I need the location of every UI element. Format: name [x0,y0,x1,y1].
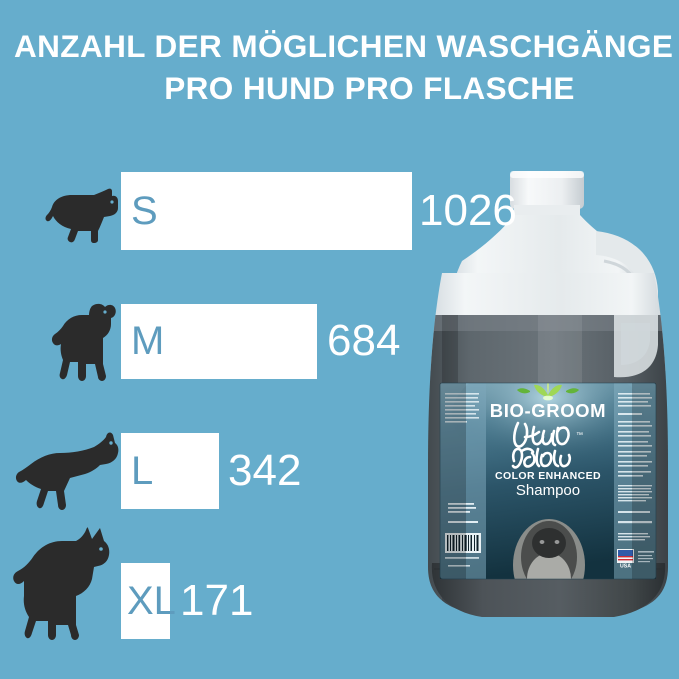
page-title: ANZAHL DER MÖGLICHEN WASCHGÄNGE PRO HUND… [0,26,679,110]
label-product-type: Shampoo [516,482,580,499]
made-in-usa-badge: USA [617,549,634,570]
product-label: BIO-GROOM [439,382,657,580]
brand-ornament-icon [517,383,579,401]
label-volume-text [445,557,479,567]
title-line-1: ANZAHL DER MÖGLICHEN WASCHGÄNGE [14,28,674,64]
chart-row-xl: XL 171 [0,527,679,640]
product-name-script [511,421,572,469]
bar-value-m: 684 [327,316,401,365]
svg-text:USA: USA [620,564,631,570]
bar-l [121,433,219,509]
bar-label-xl: XL [127,579,176,623]
chart-row-m: M 684 [0,302,679,382]
bar-s [121,172,412,250]
dog-large-icon [14,431,120,511]
dog-xlarge-icon [12,525,120,640]
bar-m [121,304,317,379]
brand-name: BIO-GROOM [490,400,606,421]
bar-label-s: S [131,189,158,233]
dog-small-icon [44,186,120,244]
title-line-2: PRO HUND PRO FLASCHE [164,69,575,106]
company-logo [638,551,654,563]
label-dog-photo [513,519,585,579]
trademark-symbol: ™ [576,432,583,439]
bar-value-s: 1026 [419,186,517,235]
bar-label-m: M [131,319,165,363]
bar-label-l: L [131,449,154,493]
product-bottle-image: BIO-GROOM [418,165,679,645]
horizontal-bar-chart: S 1026 M 684 L 3 [0,150,679,670]
bottle-cap [510,171,584,221]
label-directions-text [445,393,479,423]
barcode [445,533,481,553]
label-safe-to-use-text [448,503,478,523]
chart-row-s: S 1026 [0,172,679,250]
label-tagline: COLOR ENHANCED [495,470,601,482]
dog-medium-icon [48,302,120,382]
bar-value-xl: 171 [180,576,254,625]
label-benefits-text [618,393,652,541]
bar-xl [121,563,170,639]
chart-row-l: L 342 [0,431,679,511]
bar-value-l: 342 [228,446,302,495]
